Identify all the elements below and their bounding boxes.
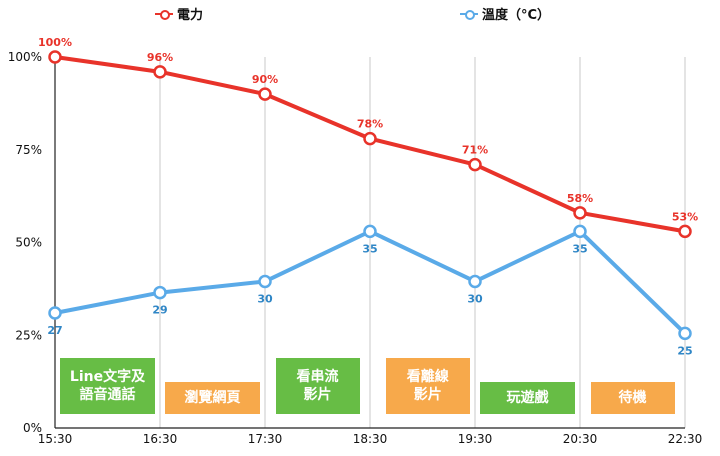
data-point bbox=[363, 224, 377, 239]
activity-label: 玩遊戲 bbox=[480, 382, 575, 414]
data-label: 100% bbox=[38, 36, 72, 49]
data-label: 35 bbox=[362, 242, 377, 255]
data-point bbox=[363, 131, 377, 146]
x-tick-label: 15:30 bbox=[38, 432, 73, 446]
data-point bbox=[153, 285, 167, 300]
legend-marker-power bbox=[160, 9, 170, 20]
y-axis: 0% 25% 50% 75% 100% bbox=[8, 50, 56, 435]
data-point bbox=[678, 326, 692, 341]
activity-label: 看離線 影片 bbox=[385, 358, 470, 414]
data-point bbox=[48, 50, 62, 64]
data-label: 29 bbox=[152, 304, 167, 317]
activity-label: 瀏覽網頁 bbox=[165, 382, 260, 414]
data-point bbox=[258, 274, 272, 289]
x-axis: 15:30 16:30 17:30 18:30 19:30 20:30 22:30 bbox=[38, 427, 703, 446]
data-label: 25 bbox=[677, 344, 692, 357]
legend-label-temperature: 溫度（°C） bbox=[482, 8, 551, 23]
activity-label: 待機 bbox=[590, 382, 675, 414]
grid bbox=[159, 57, 686, 428]
x-tick-label: 17:30 bbox=[248, 432, 283, 446]
data-label: 30 bbox=[257, 292, 273, 305]
activity-label: 看串流 影片 bbox=[275, 358, 360, 414]
data-point bbox=[48, 306, 62, 320]
data-label: 53% bbox=[672, 210, 698, 223]
x-tick-label: 20:30 bbox=[563, 432, 598, 446]
data-point bbox=[258, 87, 272, 101]
data-label: 90% bbox=[252, 73, 278, 86]
data-label: 35 bbox=[572, 242, 587, 255]
legend-swatch-temperature bbox=[460, 8, 478, 20]
series-layer: 100% 96% 90% 78% 71% 58% 53% 27 29 30 35 30 35 25 bbox=[38, 36, 698, 357]
data-point bbox=[153, 65, 167, 79]
data-label: 30 bbox=[467, 292, 483, 305]
legend-swatch-power bbox=[155, 8, 173, 20]
data-label: 78% bbox=[357, 118, 383, 131]
data-label: 71% bbox=[462, 144, 488, 157]
y-tick-label: 25% bbox=[15, 328, 42, 342]
y-tick-label: 100% bbox=[8, 50, 42, 64]
legend-item-temperature: 溫度（°C） bbox=[460, 4, 550, 23]
legend-item-power: 電力 bbox=[155, 4, 203, 23]
y-tick-label: 75% bbox=[15, 143, 42, 157]
data-point bbox=[573, 224, 587, 239]
data-point bbox=[678, 224, 692, 239]
activity-label: Line文字及 語音通話 bbox=[60, 358, 155, 414]
x-tick-label: 16:30 bbox=[143, 432, 178, 446]
data-label: 27 bbox=[47, 324, 62, 337]
data-label: 96% bbox=[147, 51, 173, 64]
legend-label-power: 電力 bbox=[177, 8, 204, 23]
y-tick-label: 0% bbox=[23, 421, 42, 435]
data-point bbox=[573, 206, 587, 220]
x-tick-label: 22:30 bbox=[668, 432, 703, 446]
data-point bbox=[468, 157, 482, 172]
legend-marker-temperature bbox=[465, 9, 475, 20]
x-tick-label: 19:30 bbox=[458, 432, 493, 446]
data-point bbox=[468, 274, 482, 289]
y-tick-label: 50% bbox=[15, 236, 42, 250]
x-tick-label: 18:30 bbox=[353, 432, 388, 446]
data-label: 58% bbox=[567, 192, 593, 205]
